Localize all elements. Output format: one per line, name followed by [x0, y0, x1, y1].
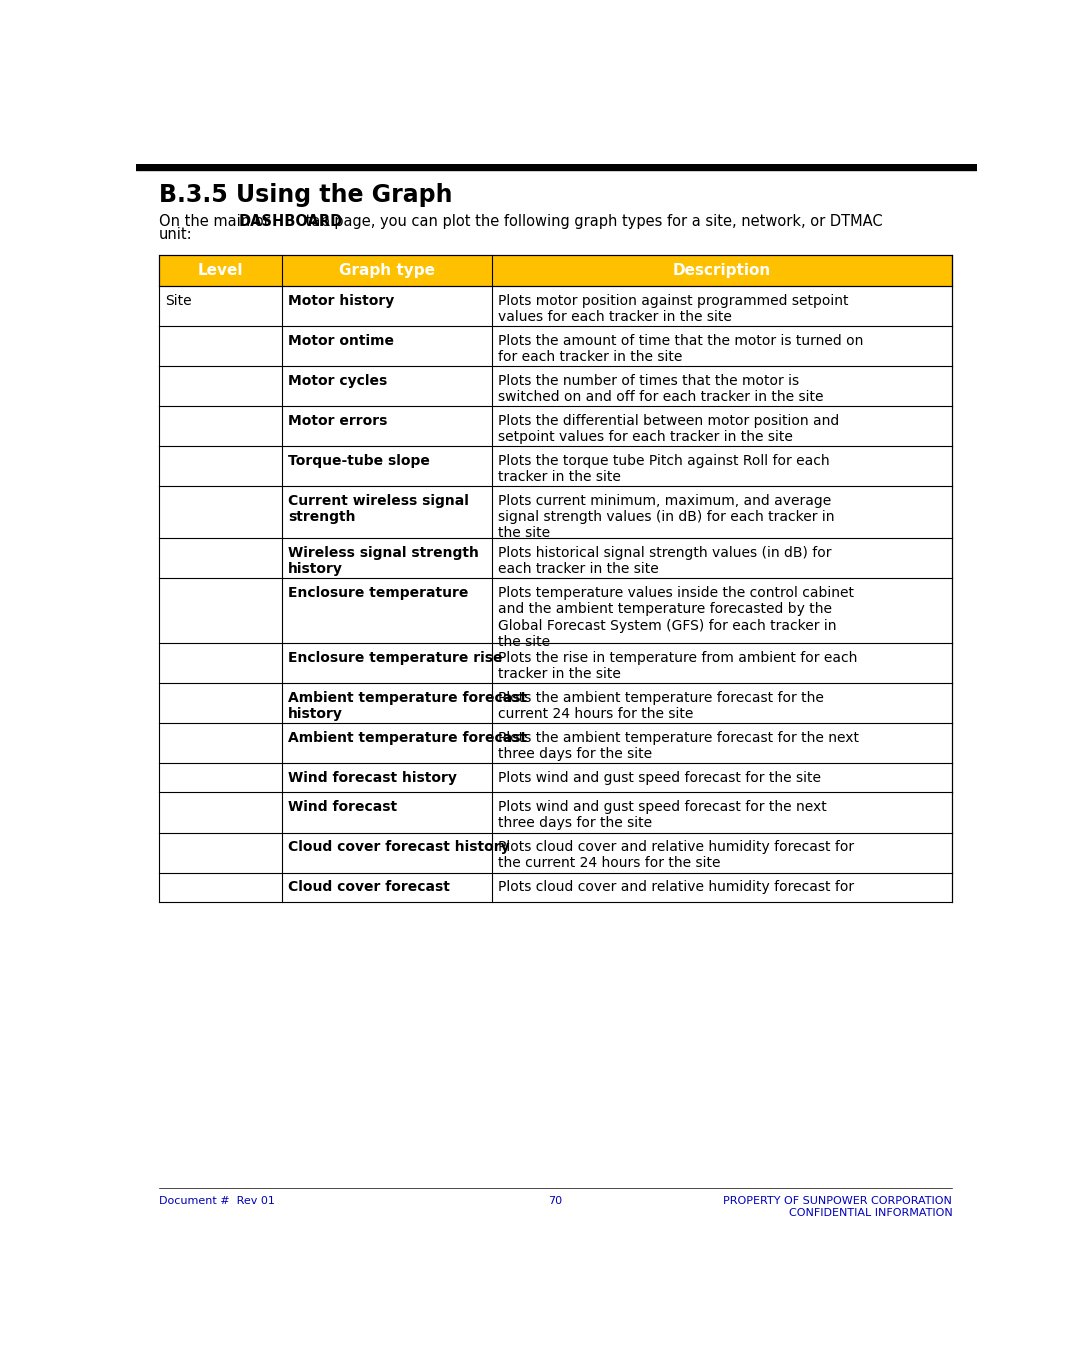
Text: Plots cloud cover and relative humidity forecast for: Plots cloud cover and relative humidity … — [499, 880, 854, 895]
Text: Plots the amount of time that the motor is turned on
for each tracker in the sit: Plots the amount of time that the motor … — [499, 334, 864, 364]
Text: Plots temperature values inside the control cabinet
and the ambient temperature : Plots temperature values inside the cont… — [499, 586, 854, 648]
Text: Plots cloud cover and relative humidity forecast for
the current 24 hours for th: Plots cloud cover and relative humidity … — [499, 840, 854, 870]
Text: tab page, you can plot the following graph types for a site, network, or DTMAC: tab page, you can plot the following gra… — [300, 215, 882, 230]
Text: Plots the torque tube Pitch against Roll for each
tracker in the site: Plots the torque tube Pitch against Roll… — [499, 454, 830, 484]
Text: Wireless signal strength
history: Wireless signal strength history — [288, 546, 479, 576]
Text: Cloud cover forecast history: Cloud cover forecast history — [288, 840, 509, 854]
Text: Motor history: Motor history — [288, 294, 395, 308]
Text: Cloud cover forecast: Cloud cover forecast — [288, 880, 450, 895]
Text: Enclosure temperature rise: Enclosure temperature rise — [288, 651, 503, 665]
Text: Plots the rise in temperature from ambient for each
tracker in the site: Plots the rise in temperature from ambie… — [499, 651, 857, 681]
Text: 70: 70 — [549, 1196, 563, 1207]
Text: Plots current minimum, maximum, and average
signal strength values (in dB) for e: Plots current minimum, maximum, and aver… — [499, 494, 835, 540]
Text: Torque-tube slope: Torque-tube slope — [288, 454, 430, 468]
Text: Wind forecast history: Wind forecast history — [288, 772, 456, 785]
Text: Enclosure temperature: Enclosure temperature — [288, 586, 468, 601]
Text: Plots the differential between motor position and
setpoint values for each track: Plots the differential between motor pos… — [499, 413, 839, 443]
Text: On the main or: On the main or — [158, 215, 274, 230]
Text: Document #  Rev 01: Document # Rev 01 — [158, 1196, 274, 1207]
Text: Description: Description — [673, 263, 772, 278]
Bar — [158, 254, 953, 286]
Text: Ambient temperature forecast: Ambient temperature forecast — [288, 731, 527, 746]
Text: Plots motor position against programmed setpoint
values for each tracker in the : Plots motor position against programmed … — [499, 294, 849, 324]
Text: B.3.5 Using the Graph: B.3.5 Using the Graph — [158, 183, 452, 208]
Text: PROPERTY OF SUNPOWER CORPORATION
CONFIDENTIAL INFORMATION: PROPERTY OF SUNPOWER CORPORATION CONFIDE… — [723, 1196, 953, 1218]
Text: Site: Site — [165, 294, 192, 308]
Text: Current wireless signal
strength: Current wireless signal strength — [288, 494, 469, 524]
Text: Plots the number of times that the motor is
switched on and off for each tracker: Plots the number of times that the motor… — [499, 373, 824, 404]
Text: Plots wind and gust speed forecast for the site: Plots wind and gust speed forecast for t… — [499, 772, 822, 785]
Text: Motor cycles: Motor cycles — [288, 373, 387, 387]
Text: Ambient temperature forecast
history: Ambient temperature forecast history — [288, 691, 527, 721]
Text: Wind forecast: Wind forecast — [288, 800, 397, 814]
Text: Graph type: Graph type — [339, 263, 435, 278]
Text: Motor errors: Motor errors — [288, 413, 387, 428]
Text: Level: Level — [197, 263, 243, 278]
Text: DASHBOARD: DASHBOARD — [238, 215, 343, 230]
Text: Plots historical signal strength values (in dB) for
each tracker in the site: Plots historical signal strength values … — [499, 546, 831, 576]
Text: unit:: unit: — [158, 227, 192, 242]
Text: Plots wind and gust speed forecast for the next
three days for the site: Plots wind and gust speed forecast for t… — [499, 800, 827, 830]
Text: Motor ontime: Motor ontime — [288, 334, 393, 347]
Text: Plots the ambient temperature forecast for the next
three days for the site: Plots the ambient temperature forecast f… — [499, 731, 860, 761]
Text: Plots the ambient temperature forecast for the
current 24 hours for the site: Plots the ambient temperature forecast f… — [499, 691, 824, 721]
